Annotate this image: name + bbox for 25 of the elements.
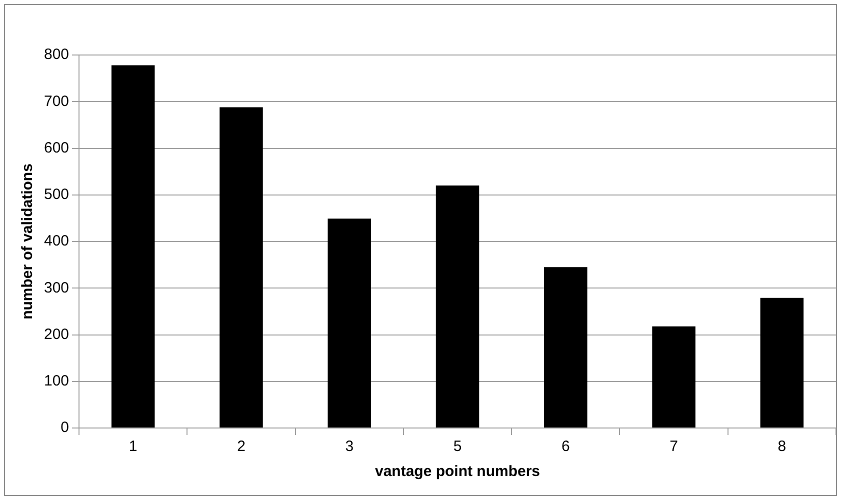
x-axis-title: vantage point numbers [375,463,540,480]
x-tick-label: 3 [345,438,354,456]
y-tick-label: 200 [44,326,70,343]
y-tick-label: 0 [60,419,70,436]
x-tick-label: 1 [128,438,138,456]
y-tick-label: 600 [44,139,70,156]
x-tick-label: 8 [778,438,786,456]
bar [111,65,155,428]
bar [760,298,804,428]
y-tick-label: 100 [44,372,70,390]
bar [652,326,696,428]
x-tick-label: 5 [453,438,462,456]
x-tick-label: 2 [237,438,246,456]
bar [220,107,263,428]
x-tick-label: 7 [670,438,678,456]
y-axis-title: number of validations [19,164,36,320]
x-tick-label: 6 [561,438,570,456]
y-tick-label: 400 [44,232,70,250]
y-tick-label: 500 [44,186,70,204]
bar [436,186,480,428]
bar [328,218,371,428]
y-tick-label: 300 [44,279,70,296]
y-tick-label: 800 [44,46,70,64]
bar [544,267,588,428]
y-tick-label: 700 [44,92,70,110]
